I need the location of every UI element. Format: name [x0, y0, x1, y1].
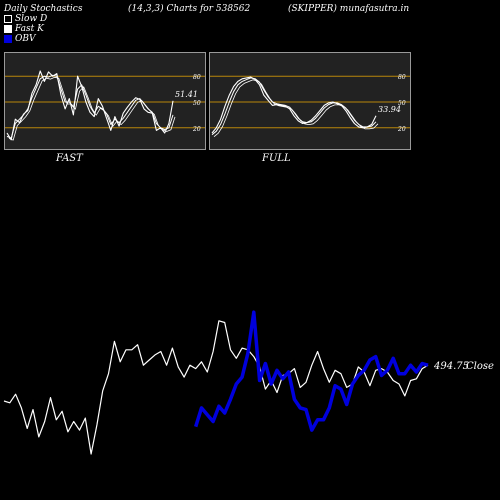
chart-source: (SKIPPER) munafasutra.in [288, 4, 410, 14]
legend-label-fast-k: Fast K [15, 24, 44, 34]
legend-fast-k: Fast K [4, 24, 44, 34]
full-stochastic-panel: 20 50 80 33.94 [209, 52, 411, 150]
fast-level-label-50: 50 [193, 100, 201, 107]
legend-slow-d: Slow D [4, 14, 47, 24]
full-fast-k-line [211, 76, 377, 134]
fast-level-label-80: 80 [193, 74, 201, 81]
fast-fast-k-line [6, 70, 174, 141]
full-level-label-20: 20 [397, 126, 406, 133]
legend-swatch-fast-k [4, 25, 12, 33]
legend-label-obv: OBV [15, 34, 36, 44]
chart-params: (14,3,3) Charts for 538562 [128, 4, 251, 14]
close-last-value-label: 494.75 [433, 361, 469, 372]
fast-slow-d-shadow-line [8, 76, 176, 141]
close-series-label: Close [466, 361, 494, 372]
close-price-line [3, 320, 429, 455]
chart-title: Daily Stochastics [4, 4, 83, 14]
full-level-label-80: 80 [398, 74, 406, 81]
legend-swatch-slow-d [4, 15, 12, 23]
fast-slow-d-line [6, 74, 174, 139]
full-stochastic-plot: 20 50 80 33.94 [210, 74, 410, 138]
obv-line [194, 310, 429, 432]
full-last-value-label: 33.94 [378, 105, 401, 114]
legend-label-slow-d: Slow D [15, 14, 48, 24]
fast-stochastic-panel: 20 50 80 51.41 [4, 52, 206, 150]
full-slow-d-line [211, 77, 377, 136]
legend-obv: OBV [4, 34, 36, 44]
fast-last-value-label: 51.41 [175, 90, 198, 99]
legend-swatch-obv [4, 35, 12, 43]
full-panel-label: FULL [262, 153, 291, 164]
fast-stochastic-plot: 20 50 80 51.41 [5, 70, 205, 141]
full-level-label-50: 50 [398, 100, 406, 107]
full-slow-d-shadow-line [213, 79, 379, 138]
fast-level-label-20: 20 [192, 126, 201, 133]
fast-panel-label: FAST [56, 153, 83, 164]
